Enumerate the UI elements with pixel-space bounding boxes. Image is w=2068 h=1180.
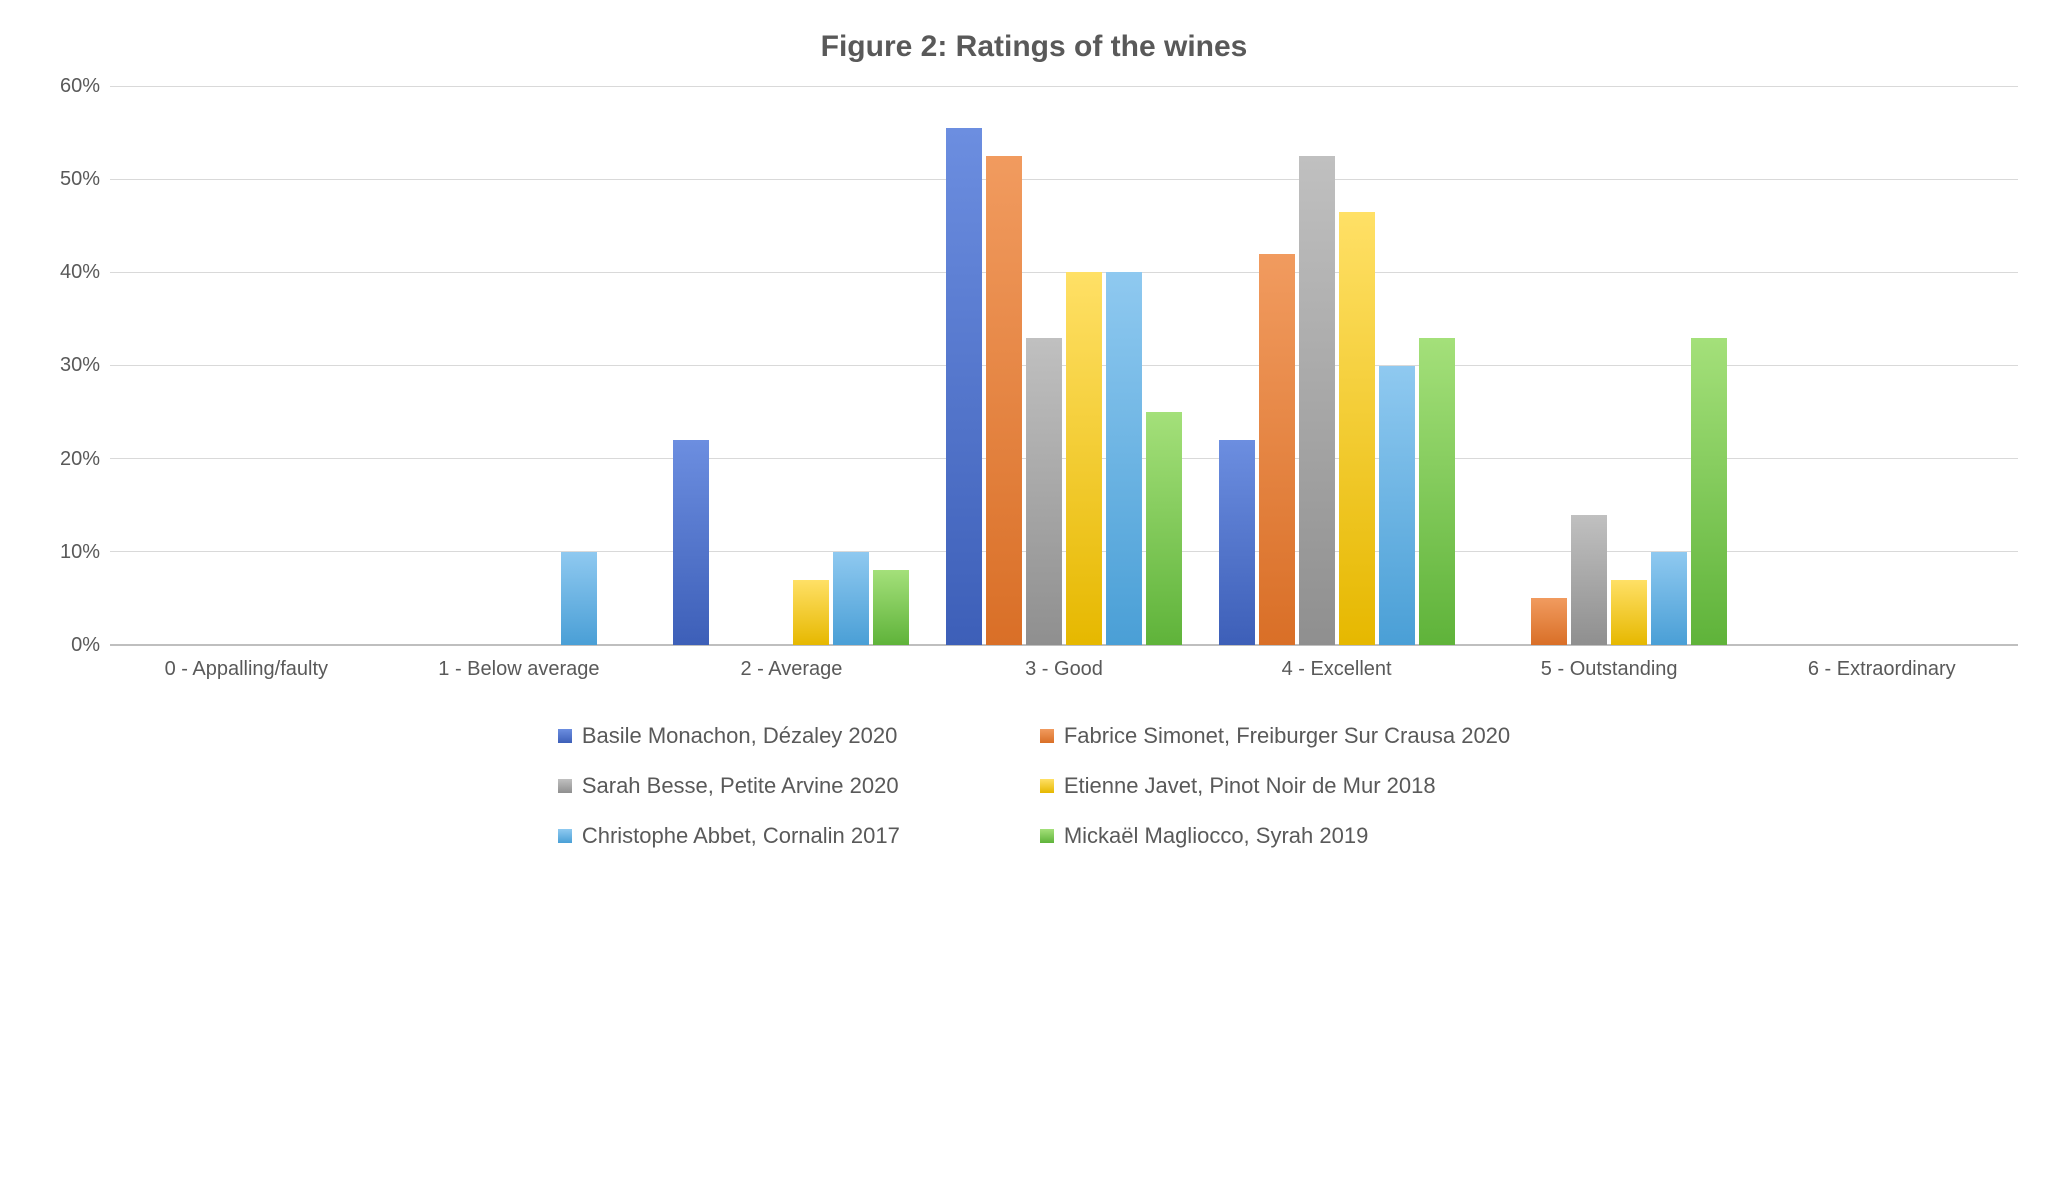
- y-axis: 60%50%40%30%20%10%0%: [50, 86, 110, 646]
- bar: [1299, 156, 1335, 645]
- bar: [1219, 440, 1255, 645]
- bar: [793, 580, 829, 645]
- bar-group: [655, 86, 928, 645]
- legend-item: Christophe Abbet, Cornalin 2017: [558, 823, 900, 849]
- bar: [1571, 515, 1607, 645]
- bar-group: [110, 86, 383, 645]
- bar: [1379, 366, 1415, 646]
- bar-group: [928, 86, 1201, 645]
- bar: [1419, 338, 1455, 645]
- bar: [1611, 580, 1647, 645]
- bar: [873, 570, 909, 645]
- legend-item: Etienne Javet, Pinot Noir de Mur 2018: [1040, 773, 1510, 799]
- x-tick-label: 2 - Average: [655, 656, 928, 683]
- legend: Basile Monachon, Dézaley 2020 Fabrice Sim…: [50, 723, 2018, 849]
- bar: [561, 552, 597, 645]
- legend-label: Mickaël Magliocco, Syrah 2019: [1064, 823, 1368, 849]
- bar: [1106, 272, 1142, 645]
- legend-swatch: [1040, 779, 1054, 793]
- bar: [986, 156, 1022, 645]
- bar-groups: [110, 86, 2018, 645]
- legend-item: Basile Monachon, Dézaley 2020: [558, 723, 900, 749]
- bar: [1691, 338, 1727, 645]
- bar: [1651, 552, 1687, 645]
- legend-item: Sarah Besse, Petite Arvine 2020: [558, 773, 900, 799]
- plot-area: [110, 86, 2018, 646]
- bar: [1066, 272, 1102, 645]
- x-axis: 0 - Appalling/faulty1 - Below average2 -…: [110, 646, 2018, 683]
- legend-label: Etienne Javet, Pinot Noir de Mur 2018: [1064, 773, 1436, 799]
- legend-swatch: [1040, 829, 1054, 843]
- x-tick-label: 5 - Outstanding: [1473, 656, 1746, 683]
- bar: [946, 128, 982, 645]
- x-tick-label: 3 - Good: [928, 656, 1201, 683]
- bar: [1531, 598, 1567, 645]
- legend-swatch: [558, 729, 572, 743]
- legend-item: Fabrice Simonet, Freiburger Sur Crausa 2…: [1040, 723, 1510, 749]
- x-axis-labels: 0 - Appalling/faulty1 - Below average2 -…: [110, 656, 2018, 683]
- bar: [1339, 212, 1375, 645]
- plot-row: 60%50%40%30%20%10%0%: [50, 86, 2018, 646]
- chart-title: Figure 2: Ratings of the wines: [50, 30, 2018, 64]
- x-tick-label: 0 - Appalling/faulty: [110, 656, 383, 683]
- legend-item: Mickaël Magliocco, Syrah 2019: [1040, 823, 1510, 849]
- legend-swatch: [558, 779, 572, 793]
- legend-label: Sarah Besse, Petite Arvine 2020: [582, 773, 899, 799]
- bar: [1146, 412, 1182, 645]
- legend-label: Christophe Abbet, Cornalin 2017: [582, 823, 900, 849]
- bar: [1026, 338, 1062, 645]
- bar-group: [1473, 86, 1746, 645]
- wine-ratings-chart: Figure 2: Ratings of the wines 60%50%40%…: [50, 30, 2018, 849]
- bar-group: [1200, 86, 1473, 645]
- x-tick-label: 6 - Extraordinary: [1745, 656, 2018, 683]
- x-tick-label: 4 - Excellent: [1200, 656, 1473, 683]
- legend-label: Basile Monachon, Dézaley 2020: [582, 723, 898, 749]
- legend-swatch: [558, 829, 572, 843]
- bar-group: [1745, 86, 2018, 645]
- bar: [673, 440, 709, 645]
- legend-label: Fabrice Simonet, Freiburger Sur Crausa 2…: [1064, 723, 1510, 749]
- bar: [1259, 254, 1295, 645]
- legend-swatch: [1040, 729, 1054, 743]
- x-tick-label: 1 - Below average: [383, 656, 656, 683]
- bar: [833, 552, 869, 645]
- bar-group: [383, 86, 656, 645]
